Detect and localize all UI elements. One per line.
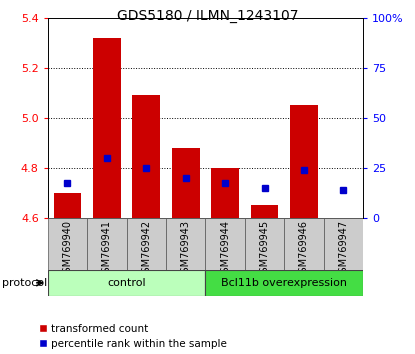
Bar [172, 148, 200, 218]
Bar [324, 218, 363, 271]
Text: GSM769942: GSM769942 [141, 220, 151, 279]
Text: GSM769940: GSM769940 [62, 220, 73, 279]
Text: Bcl11b overexpression: Bcl11b overexpression [221, 278, 347, 288]
Text: GSM769943: GSM769943 [181, 220, 191, 279]
Bar [132, 95, 160, 218]
Text: protocol: protocol [2, 278, 47, 288]
Bar [48, 218, 87, 271]
Bar [211, 168, 239, 218]
Legend: transformed count, percentile rank within the sample: transformed count, percentile rank withi… [39, 324, 227, 349]
Bar [290, 105, 318, 218]
Text: GSM769941: GSM769941 [102, 220, 112, 279]
Text: GSM769946: GSM769946 [299, 220, 309, 279]
Text: GSM769947: GSM769947 [338, 220, 349, 279]
Bar [284, 218, 324, 271]
Bar [251, 205, 278, 218]
Bar [54, 193, 81, 218]
Text: GDS5180 / ILMN_1243107: GDS5180 / ILMN_1243107 [117, 9, 298, 23]
Text: GSM769944: GSM769944 [220, 220, 230, 279]
Bar [93, 38, 121, 218]
Bar [245, 218, 284, 271]
Bar [166, 218, 205, 271]
Bar [48, 270, 205, 296]
Text: control: control [107, 278, 146, 288]
Text: GSM769945: GSM769945 [259, 220, 270, 279]
Bar [205, 218, 245, 271]
Bar [205, 270, 363, 296]
Bar [87, 218, 127, 271]
Bar [127, 218, 166, 271]
